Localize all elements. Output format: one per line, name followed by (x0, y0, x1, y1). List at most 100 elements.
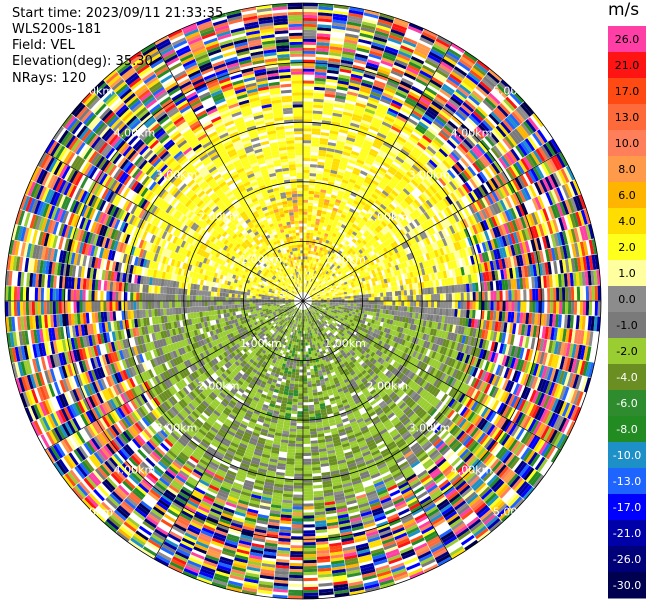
velocity-gate (375, 134, 386, 142)
velocity-gate (303, 184, 309, 188)
velocity-gate (325, 87, 337, 92)
velocity-gate (317, 18, 332, 23)
velocity-gate (463, 207, 471, 217)
velocity-gate (474, 62, 489, 74)
velocity-gate (407, 64, 421, 73)
velocity-gate (320, 253, 324, 258)
velocity-gate (335, 214, 341, 220)
velocity-gate (387, 37, 402, 45)
velocity-gate (398, 295, 402, 301)
velocity-gate (322, 117, 332, 122)
velocity-gate (364, 192, 371, 199)
velocity-gate (352, 64, 365, 71)
velocity-gate (335, 95, 346, 100)
velocity-gate (361, 116, 372, 123)
velocity-gate (332, 158, 341, 163)
velocity-gate (353, 301, 357, 304)
velocity-gate (348, 159, 357, 165)
velocity-gate (308, 184, 315, 189)
velocity-gate (416, 294, 420, 301)
velocity-gate (419, 155, 429, 164)
velocity-gate (460, 104, 473, 115)
velocity-gate (377, 304, 381, 309)
velocity-gate (309, 288, 312, 292)
velocity-gate (440, 61, 454, 71)
velocity-gate (310, 344, 313, 349)
velocity-gate (332, 16, 348, 22)
velocity-gate (303, 53, 316, 57)
velocity-gate (342, 176, 350, 182)
velocity-gate (333, 185, 340, 191)
velocity-gate (393, 20, 409, 29)
velocity-gate (356, 205, 363, 211)
velocity-gate (316, 45, 330, 49)
velocity-gate (479, 81, 492, 93)
velocity-gate (395, 56, 410, 64)
velocity-gate (329, 238, 334, 243)
velocity-gate (383, 305, 387, 310)
velocity-gate (426, 108, 438, 118)
velocity-gate (405, 120, 417, 129)
velocity-gate (303, 262, 305, 266)
velocity-gate (391, 67, 405, 75)
velocity-gate (316, 271, 320, 276)
velocity-gate (383, 187, 391, 195)
velocity-gate (321, 229, 326, 233)
velocity-gate (311, 282, 314, 286)
velocity-gate (324, 217, 330, 222)
velocity-gate (314, 74, 327, 79)
velocity-gate (327, 60, 341, 66)
velocity-gate (366, 102, 378, 109)
velocity-gate (352, 170, 360, 176)
velocity-gate (419, 70, 433, 79)
velocity-gate (462, 79, 476, 90)
velocity-gate (305, 244, 309, 248)
velocity-gate (343, 108, 354, 114)
velocity-gate (395, 156, 405, 164)
velocity-gate (309, 173, 317, 177)
velocity-gate (409, 151, 419, 160)
velocity-gate (553, 301, 557, 314)
velocity-gate (319, 195, 326, 199)
velocity-gate (436, 293, 441, 301)
velocity-gate (322, 174, 330, 179)
velocity-gate (324, 199, 330, 204)
velocity-gate (326, 78, 338, 84)
velocity-gate (303, 256, 306, 260)
velocity-gate (371, 88, 383, 95)
velocity-gate (320, 135, 329, 140)
velocity-gate (386, 153, 396, 161)
velocity-gate (402, 161, 412, 169)
velocity-gate (366, 201, 373, 207)
velocity-gate (367, 307, 372, 312)
velocity-gate (373, 140, 383, 147)
velocity-gate (408, 22, 424, 32)
velocity-gate (429, 103, 441, 113)
velocity-gate (353, 183, 361, 190)
velocity-gate (303, 220, 307, 224)
velocity-gate (361, 119, 371, 126)
velocity-gate (408, 153, 418, 162)
velocity-gate (336, 196, 343, 201)
velocity-gate (377, 292, 381, 297)
velocity-gate (458, 84, 472, 95)
velocity-gate (315, 218, 321, 223)
velocity-gate (401, 295, 405, 301)
velocity-gate (397, 168, 406, 176)
velocity-gate (396, 182, 405, 191)
velocity-gate (363, 206, 370, 212)
velocity-gate (439, 110, 451, 121)
velocity-gate (316, 249, 320, 253)
velocity-gate (311, 128, 321, 132)
velocity-gate (344, 102, 355, 108)
velocity-gate (362, 232, 369, 238)
velocity-gate (341, 303, 345, 306)
velocity-gate (317, 276, 321, 280)
velocity-gate (370, 215, 377, 222)
velocity-gate (313, 101, 324, 106)
velocity-gate (332, 302, 336, 305)
velocity-gate (346, 24, 361, 30)
velocity-gate (413, 146, 423, 155)
velocity-gate (389, 296, 393, 301)
velocity-gate (374, 199, 382, 206)
